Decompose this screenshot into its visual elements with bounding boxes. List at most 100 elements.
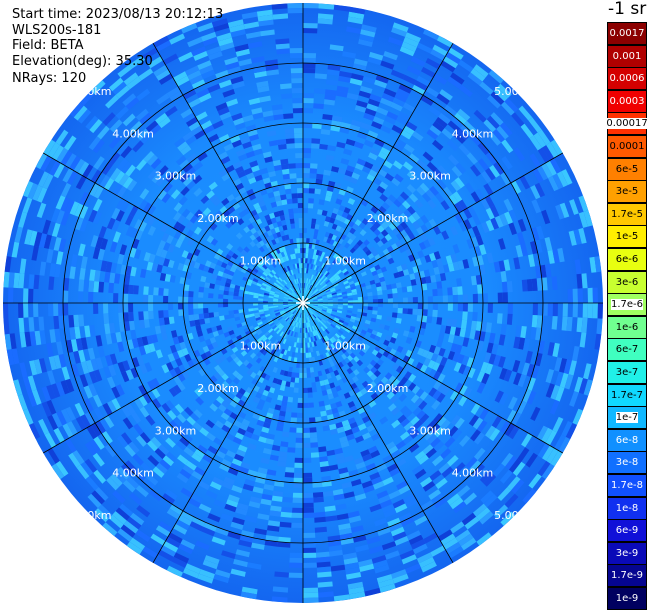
backscatter-cell — [375, 352, 383, 359]
backscatter-cell — [39, 330, 47, 345]
backscatter-cell — [429, 125, 442, 136]
backscatter-cell — [454, 177, 465, 189]
backscatter-cell — [319, 280, 325, 286]
backscatter-cell — [203, 265, 210, 273]
backscatter-cell — [287, 329, 291, 335]
backscatter-cell — [289, 427, 297, 433]
backscatter-cell — [282, 273, 287, 279]
backscatter-cell — [334, 236, 341, 243]
backscatter-cell — [435, 355, 443, 364]
backscatter-cell — [231, 346, 239, 353]
backscatter-cell — [481, 372, 490, 385]
backscatter-cell — [333, 229, 340, 237]
range-ring-label: 3.00km — [155, 170, 197, 183]
backscatter-cell — [92, 211, 102, 225]
backscatter-cell — [138, 395, 148, 407]
backscatter-cell — [341, 481, 353, 489]
backscatter-cell — [330, 387, 337, 394]
backscatter-cell — [288, 276, 292, 282]
backscatter-cell — [252, 112, 264, 120]
backscatter-cell — [292, 497, 303, 503]
backscatter-cell — [105, 354, 113, 367]
backscatter-cell — [47, 370, 56, 385]
backscatter-cell — [399, 212, 408, 222]
backscatter-cell — [141, 336, 149, 346]
backscatter-cell — [255, 316, 261, 321]
backscatter-cell — [498, 260, 506, 272]
backscatter-cell — [369, 279, 376, 285]
backscatter-cell — [130, 266, 137, 277]
backscatter-cell — [381, 285, 387, 291]
backscatter-cell — [112, 183, 123, 196]
backscatter-cell — [501, 452, 514, 467]
backscatter-cell — [274, 480, 285, 487]
backscatter-cell — [179, 436, 190, 447]
backscatter-cell — [578, 195, 589, 212]
backscatter-cell — [303, 432, 311, 438]
backscatter-cell — [275, 43, 290, 50]
backscatter-cell — [587, 287, 593, 303]
backscatter-cell — [181, 208, 191, 218]
backscatter-cell — [237, 444, 248, 453]
backscatter-cell — [32, 185, 43, 201]
backscatter-cell — [238, 387, 246, 396]
backscatter-cell — [100, 238, 108, 250]
backscatter-cell — [225, 164, 235, 174]
colorbar-cell: 1.7e-9 — [607, 564, 647, 588]
backscatter-cell — [18, 303, 24, 318]
backscatter-cell — [354, 105, 367, 113]
backscatter-cell — [347, 292, 353, 296]
backscatter-cell — [135, 108, 149, 121]
backscatter-cell — [405, 337, 413, 345]
backscatter-cell — [501, 101, 515, 116]
backscatter-cell — [174, 403, 185, 414]
backscatter-cell — [273, 295, 279, 298]
backscatter-cell — [29, 331, 37, 346]
backscatter-cell — [308, 243, 313, 249]
backscatter-cell — [369, 359, 377, 367]
backscatter-cell — [447, 334, 455, 344]
backscatter-cell — [420, 500, 434, 511]
backscatter-cell — [579, 332, 587, 348]
backscatter-cell — [523, 338, 531, 351]
backscatter-cell — [266, 260, 272, 266]
backscatter-cell — [124, 274, 131, 285]
backscatter-cell — [283, 296, 289, 300]
backscatter-cell — [462, 294, 468, 303]
backscatter-cell — [128, 311, 134, 322]
backscatter-cell — [402, 435, 414, 445]
backscatter-cell — [343, 207, 351, 214]
backscatter-cell — [376, 380, 385, 389]
backscatter-cell — [356, 158, 366, 166]
backscatter-cell — [273, 114, 284, 121]
colorbar-label: 1.7e-7 — [610, 389, 644, 401]
backscatter-cell — [457, 354, 465, 364]
colorbar-cell: 6e-8 — [607, 428, 647, 452]
backscatter-cell — [111, 219, 121, 232]
backscatter-cell — [253, 148, 263, 156]
backscatter-cell — [167, 244, 176, 253]
backscatter-cell — [161, 402, 171, 414]
backscatter-cell — [109, 514, 124, 529]
backscatter-cell — [254, 70, 267, 78]
backscatter-cell — [324, 94, 336, 101]
backscatter-cell — [314, 73, 327, 80]
backscatter-cell — [288, 313, 293, 318]
backscatter-cell — [433, 380, 442, 391]
backscatter-cell — [303, 547, 317, 553]
backscatter-cell — [422, 151, 434, 162]
backscatter-cell — [207, 83, 221, 93]
backscatter-cell — [338, 361, 344, 368]
backscatter-cell — [530, 240, 538, 255]
backscatter-cell — [489, 164, 501, 178]
backscatter-cell — [144, 362, 153, 373]
backscatter-cell — [454, 112, 467, 125]
backscatter-cell — [74, 217, 84, 231]
backscatter-cell — [479, 81, 494, 95]
backscatter-cell — [285, 317, 290, 322]
backscatter-cell — [258, 240, 265, 247]
backscatter-cell — [160, 545, 176, 557]
backscatter-cell — [273, 282, 279, 287]
backscatter-cell — [527, 377, 536, 391]
backscatter-cell — [43, 139, 56, 156]
